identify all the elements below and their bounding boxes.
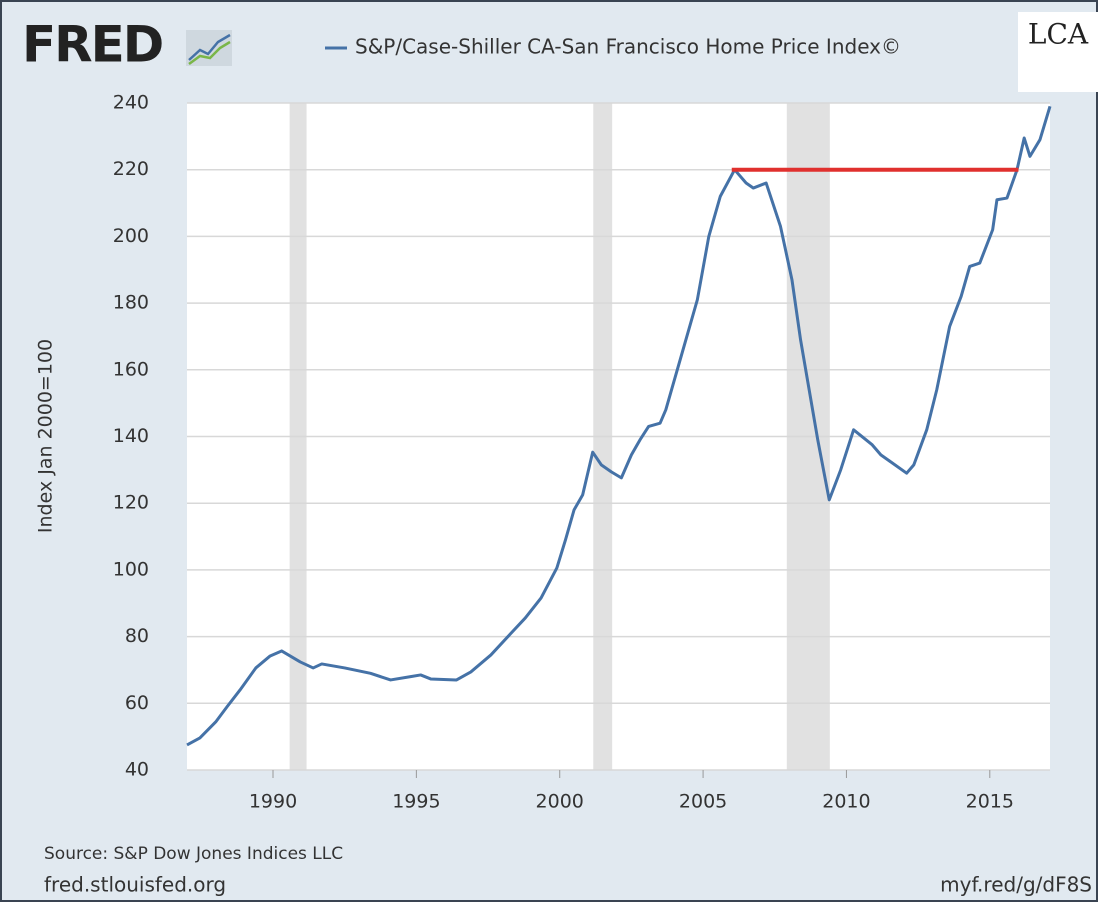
y-tick-label: 200 [113, 225, 149, 247]
y-tick-label: 40 [125, 759, 149, 781]
series-line [186, 105, 1052, 747]
y-tick-label: 220 [113, 158, 149, 180]
source: Source: S&P Dow Jones Indices LLC [44, 844, 343, 864]
x-tick-label: 1995 [392, 791, 440, 813]
legend-label: S&P/Case-Shiller CA-San Francisco Home P… [355, 35, 901, 59]
footer-left: fred.stlouisfed.org [44, 873, 226, 897]
x-tick-label: 2000 [536, 791, 584, 813]
y-tick-label: 160 [113, 358, 149, 380]
logo-icon [186, 30, 232, 66]
y-tick-label: 240 [113, 92, 149, 114]
y-axis-label: Index Jan 2000=100 [35, 339, 57, 533]
y-tick-label: 120 [113, 492, 149, 514]
corner-logo-box [1018, 12, 1098, 92]
fred-logo: FRED [22, 16, 162, 74]
corner-logo: LCA [1028, 18, 1089, 51]
x-tick-label: 2015 [966, 791, 1014, 813]
y-tick-label: 180 [113, 292, 149, 314]
x-tick-label: 2010 [822, 791, 870, 813]
footer-right: myf.red/g/dF8S [940, 873, 1092, 897]
y-tick-label: 60 [125, 692, 149, 714]
y-tick-label: 80 [125, 625, 149, 647]
x-tick-label: 1990 [249, 791, 297, 813]
x-tick-label: 2005 [679, 791, 727, 813]
y-tick-label: 140 [113, 425, 149, 447]
y-tick-label: 100 [113, 558, 149, 580]
